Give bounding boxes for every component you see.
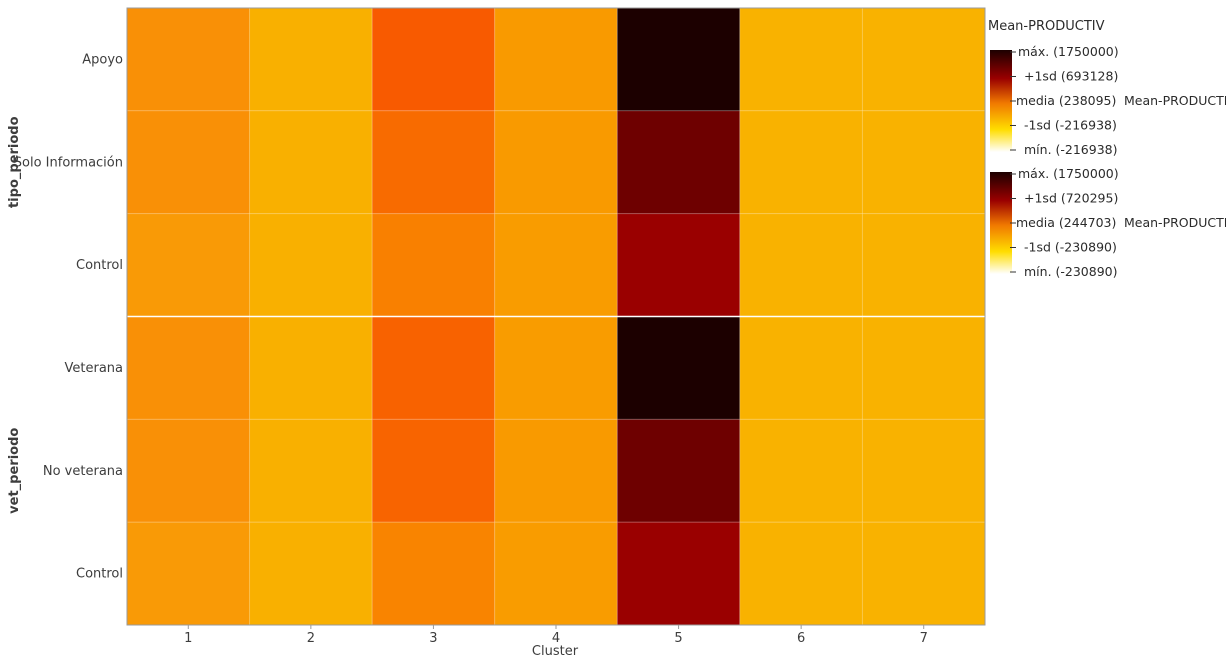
legend-colorbar (990, 50, 1012, 152)
heatmap-cell (616, 521, 741, 626)
row-label: Control (76, 258, 123, 273)
heatmap-cell (494, 418, 618, 523)
heatmap-cell (494, 7, 618, 112)
legend-entry: -1sd (-216938) (1024, 118, 1117, 133)
legend-entry: +1sd (693128) (1024, 69, 1118, 84)
column-label: 1 (184, 631, 192, 646)
heatmap-cell (126, 521, 251, 626)
column-label: 6 (797, 631, 805, 646)
heatmap-cell (371, 418, 496, 523)
heatmap-cell (616, 316, 741, 420)
row-label: Veterana (65, 361, 124, 376)
heatmap-cell (371, 521, 496, 626)
heatmap-cell (616, 7, 741, 112)
heatmap-cell (249, 521, 373, 626)
row-label: Control (76, 567, 123, 582)
heatmap-cell (616, 110, 741, 215)
heatmap-cell (249, 213, 373, 318)
heatmap-cell (494, 213, 618, 318)
heatmap-cell (739, 418, 863, 523)
column-label: 2 (307, 631, 315, 646)
heatmap-cell (739, 316, 863, 420)
heatmap-cell (494, 521, 618, 626)
heatmap-cell (371, 316, 496, 420)
heatmap-cell (249, 418, 373, 523)
legend-entry: mín. (-230890) (1024, 264, 1118, 279)
legend-entry-extra: Mean-PRODUCTIV (1124, 215, 1226, 230)
legend-entry: media (244703) (1016, 215, 1116, 230)
heatmap-cell (126, 213, 251, 318)
legend-entry: -1sd (-230890) (1024, 240, 1117, 255)
heatmap-cell (616, 418, 741, 523)
legend-entry: máx. (1750000) (1018, 44, 1119, 59)
x-axis-title: Cluster (532, 644, 579, 659)
heatmap-cell (494, 316, 618, 420)
row-label: Apoyo (82, 52, 123, 67)
heatmap-cell (739, 213, 863, 318)
legend-entry: máx. (1750000) (1018, 166, 1119, 181)
column-label: 5 (674, 631, 682, 646)
heatmap-cell (126, 110, 251, 215)
heatmap-cell (861, 110, 986, 215)
group-title: tipo_periodo (7, 116, 22, 208)
heatmap-cell (249, 110, 373, 215)
legend-title: Mean-PRODUCTIV (988, 19, 1105, 34)
heatmap-cell (249, 316, 373, 420)
legend-colorbar (990, 172, 1012, 274)
heatmap-cell (371, 110, 496, 215)
plot-area (126, 7, 986, 629)
heatmap-cell (371, 7, 496, 112)
legend-entry: mín. (-216938) (1024, 142, 1118, 157)
heatmap-cell (126, 7, 251, 112)
heatmap-cell (861, 316, 986, 420)
heatmap-cell (861, 7, 986, 112)
heatmap-cell (126, 418, 251, 523)
legend-entry: media (238095) (1016, 93, 1116, 108)
group-title: vet_periodo (7, 428, 22, 514)
heatmap-cell (861, 521, 986, 626)
heatmap-cell (249, 7, 373, 112)
row-labels: Apoyo Solo Información Control Veterana No v… (14, 52, 123, 581)
heatmap-cell (739, 7, 863, 112)
row-label: No veterana (43, 464, 123, 479)
legend: Mean-PRODUCTIV máx. (1750000) +1sd (693128… (988, 19, 1226, 279)
heatmap-cell (126, 316, 251, 420)
heatmap-cell (739, 521, 863, 626)
legend-entry: +1sd (720295) (1024, 191, 1118, 206)
heatmap-cell (861, 213, 986, 318)
column-label: 7 (920, 631, 928, 646)
column-labels: 1 2 3 4 5 6 7 (184, 631, 928, 646)
heatmap-cell (739, 110, 863, 215)
column-label: 4 (552, 631, 560, 646)
legend-entry-extra: Mean-PRODUCTIV (1124, 93, 1226, 108)
group-titles: tipo_periodo vet_periodo (7, 116, 22, 513)
heatmap-cell (494, 110, 618, 215)
heatmap-cell (861, 418, 986, 523)
heatmap-cell (371, 213, 496, 318)
column-label: 3 (429, 631, 437, 646)
heatmap-cell (616, 213, 741, 318)
row-label: Solo Información (14, 155, 123, 170)
